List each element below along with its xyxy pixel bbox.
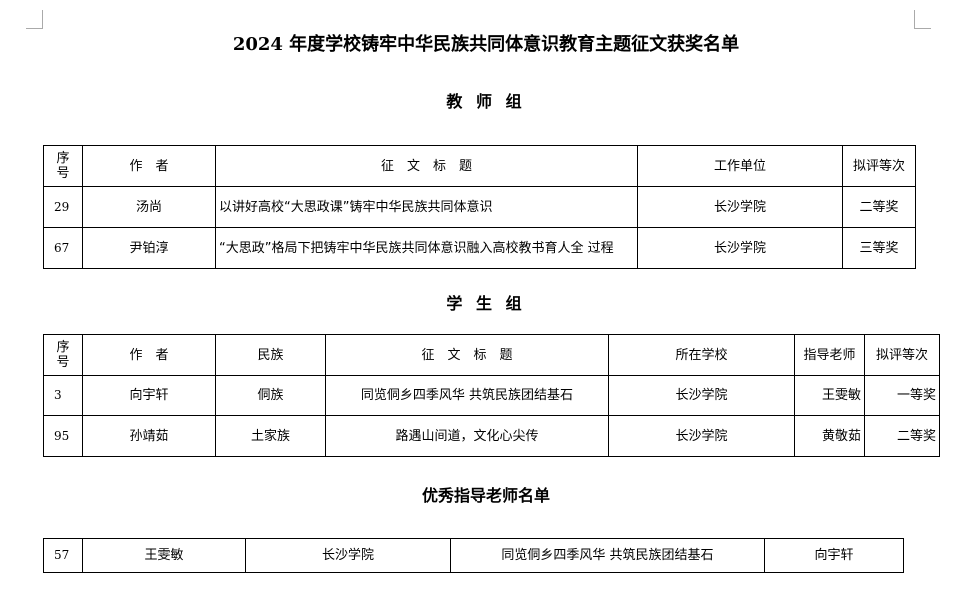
- cell-number: 67: [43, 227, 83, 269]
- header-cell: 征 文 标 题: [215, 145, 638, 187]
- cell-student: 向宇轩: [764, 538, 904, 573]
- document-title: 2024 年度学校铸牢中华民族共同体意识教育主题征文获奖名单: [232, 34, 740, 55]
- student-group-heading: 学 生 组: [446, 294, 526, 313]
- header-cell: 序号: [43, 334, 83, 376]
- cell-title: 同览侗乡四季风华 共筑民族团结基石: [325, 375, 609, 416]
- header-cell: 所在学校: [608, 334, 795, 376]
- advisor-table: 57 王雯敏 长沙学院 同览侗乡四季风华 共筑民族团结基石 向宇轩: [43, 538, 904, 573]
- cell-title: 同览侗乡四季风华 共筑民族团结基石: [450, 538, 765, 573]
- header-cell: 序号: [43, 145, 83, 187]
- cell-number: 95: [43, 415, 83, 457]
- teacher-group-heading: 教 师 组: [446, 92, 526, 111]
- cell-unit: 长沙学院: [637, 186, 843, 228]
- cell-author: 汤尚: [82, 186, 216, 228]
- cell-number: 57: [43, 538, 83, 573]
- table-header-row: 序号 作 者 民族 征 文 标 题 所在学校 指导老师 拟评等次: [43, 334, 940, 376]
- header-cell: 指导老师: [794, 334, 865, 376]
- header-cell: 征 文 标 题: [325, 334, 609, 376]
- header-cell: 民族: [215, 334, 326, 376]
- cell-author: 孙靖茹: [82, 415, 216, 457]
- cell-award: 二等奖: [842, 186, 916, 228]
- page-corner-mark-left: [26, 10, 43, 29]
- header-cell: 拟评等次: [842, 145, 916, 187]
- cell-author: 向宇轩: [82, 375, 216, 416]
- cell-school: 长沙学院: [245, 538, 451, 573]
- cell-advisor: 王雯敏: [794, 375, 865, 416]
- cell-title: 以讲好高校“大思政课”铸牢中华民族共同体意识: [215, 186, 638, 228]
- page-corner-mark-right: [914, 10, 931, 29]
- header-cell: 拟评等次: [864, 334, 940, 376]
- cell-award: 一等奖: [864, 375, 940, 416]
- header-cell: 作 者: [82, 334, 216, 376]
- header-cell: 工作单位: [637, 145, 843, 187]
- cell-school: 长沙学院: [608, 415, 795, 457]
- cell-author: 尹铂淳: [82, 227, 216, 269]
- cell-number: 3: [43, 375, 83, 416]
- cell-title: “大思政”格局下把铸牢中华民族共同体意识融入高校教书育人全 过程: [215, 227, 638, 269]
- cell-award: 三等奖: [842, 227, 916, 269]
- table-row: 29 汤尚 以讲好高校“大思政课”铸牢中华民族共同体意识 长沙学院 二等奖: [43, 186, 916, 228]
- cell-unit: 长沙学院: [637, 227, 843, 269]
- teacher-table: 序号 作 者 征 文 标 题 工作单位 拟评等次 29 汤尚 以讲好高校“大思政…: [43, 145, 916, 269]
- cell-school: 长沙学院: [608, 375, 795, 416]
- cell-title: 路遇山间道，文化心尖传: [325, 415, 609, 457]
- cell-ethnicity: 土家族: [215, 415, 326, 457]
- cell-advisor: 黄敬茹: [794, 415, 865, 457]
- cell-advisor: 王雯敏: [82, 538, 246, 573]
- header-cell: 作 者: [82, 145, 216, 187]
- cell-award: 二等奖: [864, 415, 940, 457]
- advisor-list-heading: 优秀指导老师名单: [421, 486, 550, 505]
- student-table: 序号 作 者 民族 征 文 标 题 所在学校 指导老师 拟评等次 3 向宇轩 侗…: [43, 334, 940, 457]
- table-row: 57 王雯敏 长沙学院 同览侗乡四季风华 共筑民族团结基石 向宇轩: [43, 538, 904, 573]
- table-row: 3 向宇轩 侗族 同览侗乡四季风华 共筑民族团结基石 长沙学院 王雯敏 一等奖: [43, 375, 940, 416]
- table-row: 67 尹铂淳 “大思政”格局下把铸牢中华民族共同体意识融入高校教书育人全 过程 …: [43, 227, 916, 269]
- cell-ethnicity: 侗族: [215, 375, 326, 416]
- cell-number: 29: [43, 186, 83, 228]
- table-row: 95 孙靖茹 土家族 路遇山间道，文化心尖传 长沙学院 黄敬茹 二等奖: [43, 415, 940, 457]
- table-header-row: 序号 作 者 征 文 标 题 工作单位 拟评等次: [43, 145, 916, 187]
